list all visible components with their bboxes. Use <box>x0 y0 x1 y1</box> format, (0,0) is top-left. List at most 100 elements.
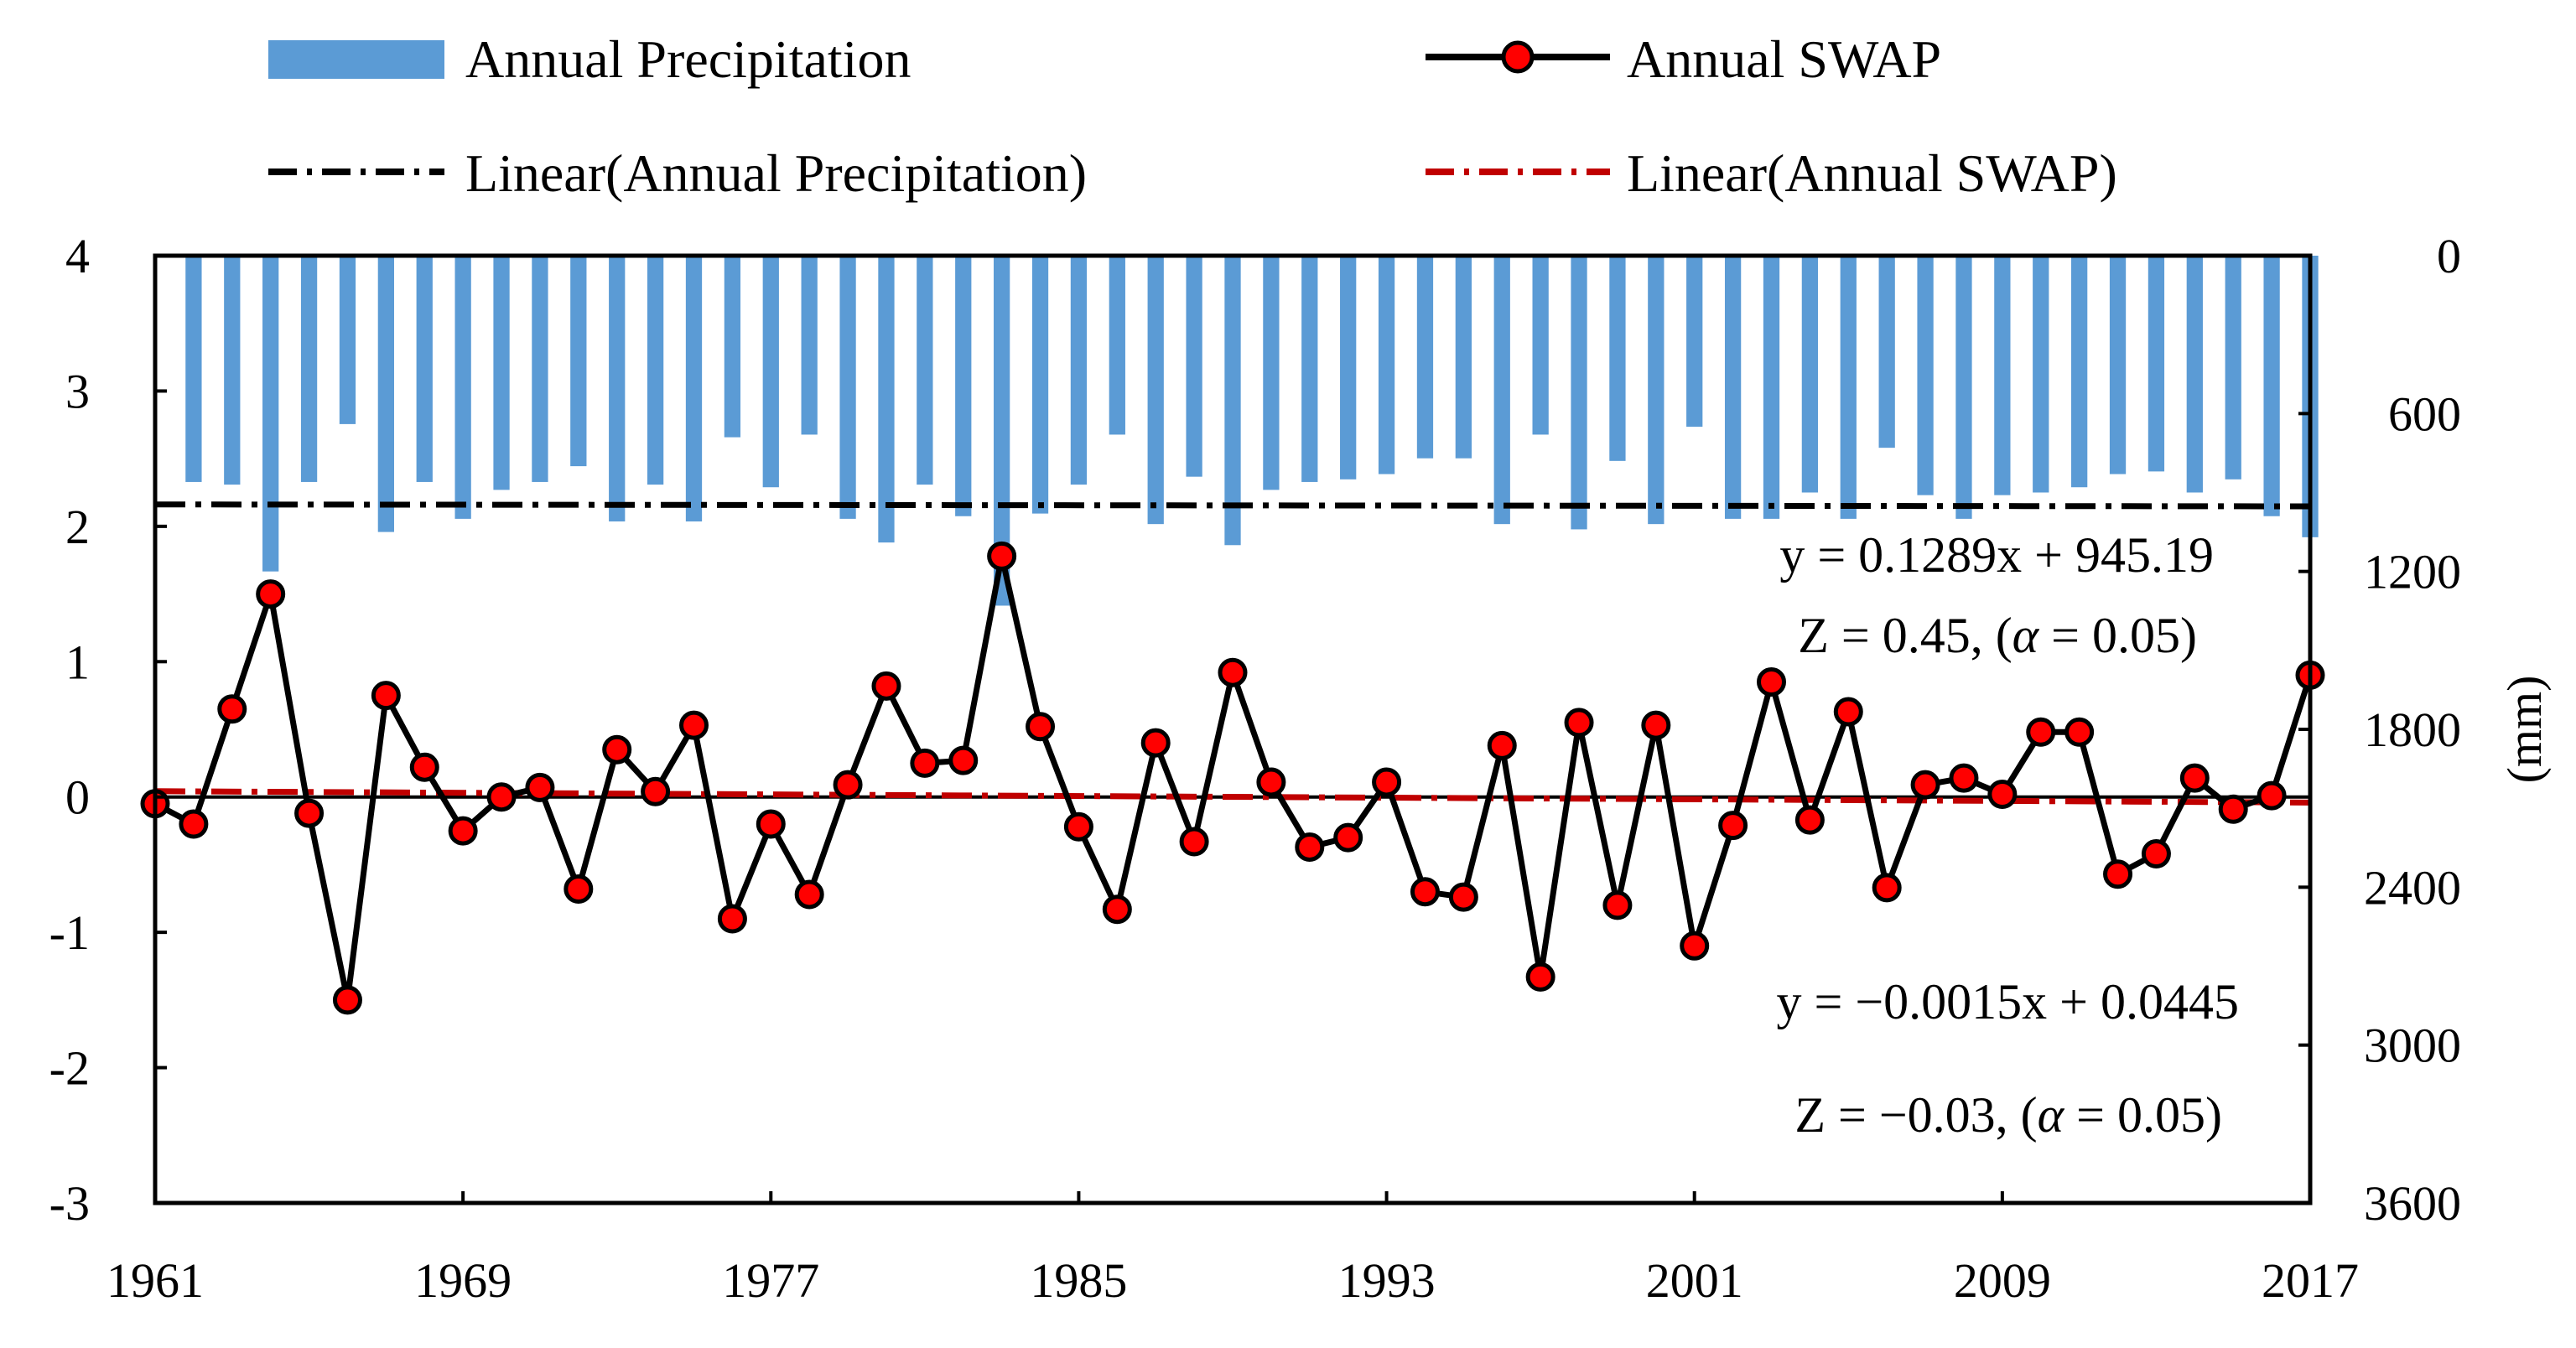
swap-markers <box>140 541 2325 1015</box>
swap-point-1999 <box>1602 890 1633 920</box>
swap-point-1994 <box>1410 877 1440 907</box>
precip-bar-1975 <box>685 256 703 522</box>
precip-bar-1992 <box>1340 256 1357 480</box>
swap-point-2012 <box>2103 859 2133 889</box>
precip-bar-1991 <box>1301 256 1318 482</box>
precip-bar-1971 <box>532 256 548 482</box>
swap-z-annotation: Z = −0.03, (α = 0.05) <box>1794 1087 2222 1143</box>
left-tick-label: -3 <box>49 1176 90 1231</box>
swap-point-2005 <box>1833 697 1863 727</box>
precip-bar-1993 <box>1378 256 1395 474</box>
legend-label-precipitation: Annual Precipitation <box>465 29 911 89</box>
precip-bar-1988 <box>1186 256 1202 477</box>
precip-bar-1997 <box>1532 256 1549 435</box>
swap-point-1997 <box>1525 962 1555 992</box>
swap-point-1969 <box>448 816 478 846</box>
precip-bar-2000 <box>1648 256 1665 525</box>
swap-point-2015 <box>2218 794 2248 824</box>
swap-point-2006 <box>1872 873 1902 903</box>
precip-bar-2001 <box>1686 256 1703 428</box>
x-tick-label: 1961 <box>106 1253 204 1308</box>
right-tick-label: 3600 <box>2364 1176 2461 1231</box>
precip-bar-1982 <box>955 256 972 516</box>
swap-point-1995 <box>1448 882 1478 912</box>
swap-point-1985 <box>1063 811 1093 842</box>
swap-point-2011 <box>2064 717 2095 747</box>
precip-bar-2004 <box>1801 256 1819 493</box>
trendline-precipitation <box>154 501 2311 510</box>
swap-equation: y = −0.0015x + 0.0445 <box>1776 974 2239 1029</box>
swap-point-1979 <box>833 770 863 800</box>
precip-bar-2013 <box>2148 256 2165 472</box>
swap-point-1966 <box>332 985 362 1015</box>
precip-bar-2003 <box>1763 256 1780 519</box>
precip-bar-1998 <box>1571 256 1587 530</box>
legend-swatch-swap-marker <box>1501 40 1535 74</box>
x-tick-label: 2001 <box>1646 1253 1743 1308</box>
left-tick-label: 2 <box>65 500 90 554</box>
precip-bar-2014 <box>2186 256 2203 493</box>
precip-bar-2002 <box>1724 256 1742 519</box>
precip-bar-1963 <box>224 256 241 485</box>
precip-bar-1968 <box>416 256 433 482</box>
precip-bar-1994 <box>1416 256 1434 459</box>
precip-bar-1970 <box>493 256 510 490</box>
left-tick-label: 4 <box>65 229 90 283</box>
precip-z-annotation: Z = 0.45, (α = 0.05) <box>1798 608 2197 663</box>
precip-bar-1967 <box>377 256 394 532</box>
precip-bar-2011 <box>2071 256 2088 488</box>
precip-bar-2010 <box>2033 256 2049 493</box>
precip-bar-1965 <box>300 256 318 482</box>
precip-bar-1979 <box>839 256 856 519</box>
precip-bar-1981 <box>917 256 933 485</box>
x-axis: 1961 1969 1977 1985 1993 2001 2009 2017 <box>106 1191 2359 1308</box>
swap-point-2009 <box>1987 779 2018 809</box>
swap-point-1990 <box>1256 767 1286 797</box>
precip-bar-2007 <box>1917 256 1934 495</box>
swap-point-1970 <box>486 782 517 812</box>
precip-bar-1969 <box>454 256 471 519</box>
precip-bar-1985 <box>1070 256 1088 485</box>
precip-bar-1962 <box>185 256 202 482</box>
x-tick-label: 1993 <box>1338 1253 1436 1308</box>
precip-bar-1976 <box>724 256 741 438</box>
precip-bar-1973 <box>609 256 626 522</box>
left-tick-label: -2 <box>49 1041 90 1096</box>
swap-point-1964 <box>256 579 286 609</box>
legend-label-trend-precipitation: Linear(Annual Precipitation) <box>465 143 1087 203</box>
precip-bar-1978 <box>801 256 818 435</box>
swap-point-1977 <box>756 809 786 839</box>
precipitation-bars <box>185 256 2319 606</box>
left-tick-label: 1 <box>65 635 90 689</box>
x-tick-label: 2009 <box>1954 1253 2051 1308</box>
left-tick-label: 0 <box>65 770 90 825</box>
swap-point-1984 <box>1026 712 1056 742</box>
swap-point-2016 <box>2257 780 2287 811</box>
swap-point-2003 <box>1757 667 1786 697</box>
precip-bar-1999 <box>1609 256 1626 461</box>
right-tick-label: 2400 <box>2364 860 2461 915</box>
right-tick-label: 1200 <box>2364 545 2461 599</box>
legend: Annual Precipitation Annual SWAP Linear(… <box>268 29 2117 203</box>
swap-point-1971 <box>525 772 555 802</box>
swap-point-2000 <box>1641 710 1671 740</box>
precip-bar-1966 <box>339 256 356 424</box>
precip-bar-1987 <box>1147 256 1164 525</box>
precip-bar-1996 <box>1493 256 1510 525</box>
precip-bar-1986 <box>1109 256 1125 435</box>
precip-equation: y = 0.1289x + 945.19 <box>1779 527 2214 583</box>
swap-point-1987 <box>1140 728 1171 758</box>
swap-point-2004 <box>1794 805 1825 835</box>
swap-point-2013 <box>2141 839 2171 869</box>
precip-bar-1989 <box>1224 256 1241 546</box>
swap-point-1982 <box>948 745 979 775</box>
swap-point-1983 <box>987 541 1017 571</box>
swap-point-2010 <box>2026 717 2056 747</box>
swap-point-1976 <box>717 904 747 934</box>
precip-bar-2015 <box>2225 256 2241 480</box>
precip-bar-1980 <box>878 256 895 543</box>
right-tick-label: 0 <box>2437 229 2461 283</box>
precip-bar-1977 <box>762 256 779 488</box>
swap-point-1965 <box>294 798 325 828</box>
legend-swatch-precipitation <box>268 40 444 79</box>
